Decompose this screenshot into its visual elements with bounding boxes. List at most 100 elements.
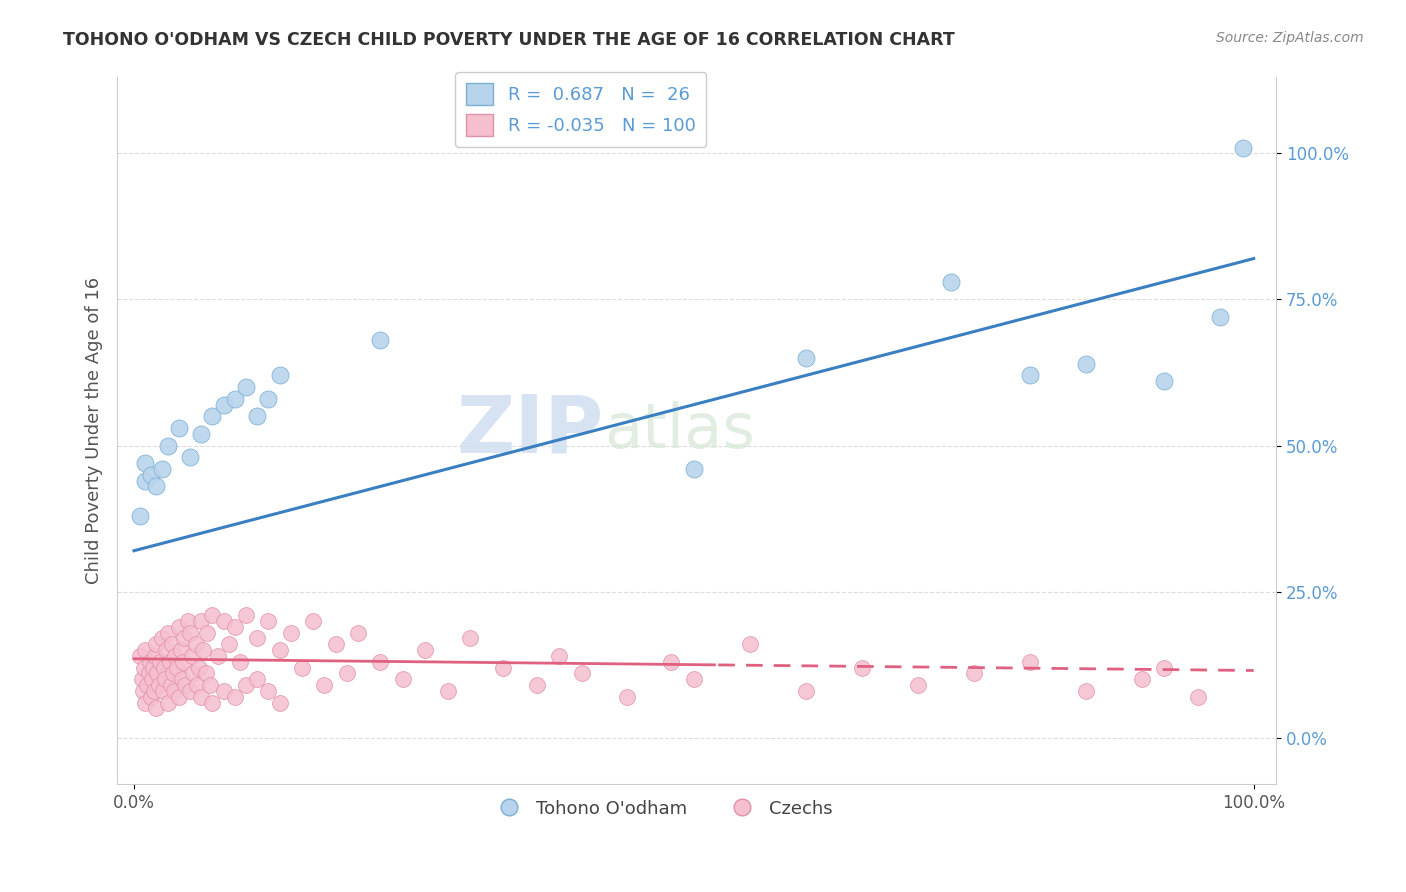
Point [159,655,181,669]
Point [134,456,156,470]
Point [794,684,817,698]
Point [1232,140,1254,154]
Point [162,666,184,681]
Point [269,643,291,657]
Point [150,632,173,646]
Point [224,620,246,634]
Point [160,637,183,651]
Point [257,614,280,628]
Point [145,479,167,493]
Point [195,625,218,640]
Point [224,392,246,406]
Point [167,690,190,704]
Point [314,678,336,692]
Point [179,450,201,465]
Point [142,660,165,674]
Point [128,508,150,523]
Point [160,678,183,692]
Point [179,684,201,698]
Point [336,666,359,681]
Point [1153,374,1175,388]
Point [190,614,212,628]
Point [167,421,190,435]
Point [1018,655,1040,669]
Point [156,696,179,710]
Point [145,701,167,715]
Point [193,643,215,657]
Point [526,678,548,692]
Point [136,678,159,692]
Point [207,648,229,663]
Point [184,637,207,651]
Point [269,696,291,710]
Point [368,655,391,669]
Point [143,648,166,663]
Point [186,678,208,692]
Point [167,620,190,634]
Point [134,696,156,710]
Point [165,648,187,663]
Point [156,438,179,452]
Point [851,660,873,674]
Point [139,690,162,704]
Point [152,684,174,698]
Text: atlas: atlas [605,401,755,461]
Point [229,655,252,669]
Text: Source: ZipAtlas.com: Source: ZipAtlas.com [1216,31,1364,45]
Point [183,666,205,681]
Text: TOHONO O'ODHAM VS CZECH CHILD POVERTY UNDER THE AGE OF 16 CORRELATION CHART: TOHONO O'ODHAM VS CZECH CHILD POVERTY UN… [63,31,955,49]
Point [235,678,257,692]
Point [166,660,188,674]
Point [1018,368,1040,383]
Point [391,672,413,686]
Point [198,678,221,692]
Point [907,678,929,692]
Point [145,637,167,651]
Point [187,660,209,674]
Point [1153,660,1175,674]
Point [794,351,817,365]
Point [436,684,458,698]
Point [347,625,370,640]
Point [201,696,224,710]
Point [224,690,246,704]
Point [174,678,197,692]
Point [302,614,325,628]
Point [132,684,155,698]
Point [170,643,193,657]
Point [1074,684,1097,698]
Point [738,637,761,651]
Point [155,643,177,657]
Point [682,672,704,686]
Point [181,648,204,663]
Point [141,672,163,686]
Point [190,426,212,441]
Point [132,660,155,674]
Point [1130,672,1153,686]
Point [212,684,235,698]
Point [458,632,481,646]
Point [190,690,212,704]
Point [134,643,156,657]
Point [212,398,235,412]
Point [571,666,593,681]
Point [177,614,200,628]
Point [280,625,302,640]
Point [246,409,269,424]
Point [548,648,571,663]
Point [128,648,150,663]
Point [269,368,291,383]
Point [492,660,515,674]
Point [413,643,436,657]
Point [235,607,257,622]
Point [173,632,195,646]
Point [153,660,176,674]
Legend: Tohono O'odham, Czechs: Tohono O'odham, Czechs [484,792,839,825]
Point [941,275,963,289]
Point [1074,357,1097,371]
Point [138,666,160,681]
Point [218,637,240,651]
Y-axis label: Child Poverty Under the Age of 16: Child Poverty Under the Age of 16 [86,277,103,584]
Point [1209,310,1232,324]
Point [194,666,217,681]
